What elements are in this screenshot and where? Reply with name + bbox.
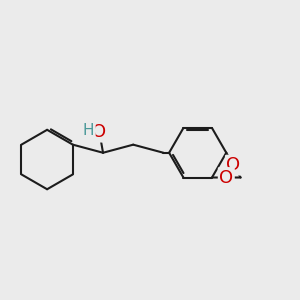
Text: O: O [226, 156, 241, 174]
Text: O: O [219, 169, 233, 187]
Text: O: O [92, 123, 106, 141]
Text: H: H [83, 123, 94, 138]
